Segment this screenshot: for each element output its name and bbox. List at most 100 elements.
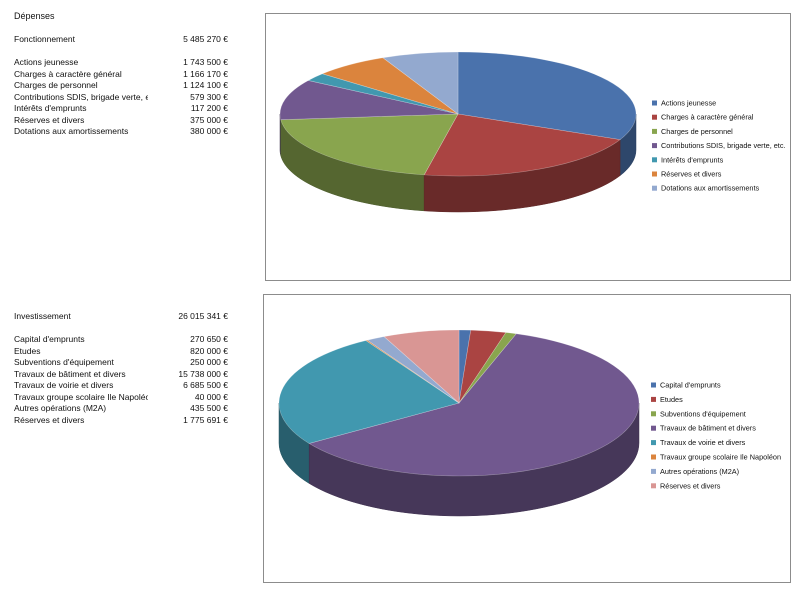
total-label: Investissement bbox=[14, 311, 71, 321]
row-label: Intérêts d'emprunts bbox=[14, 103, 87, 113]
pie-slice bbox=[308, 333, 640, 477]
row-value: 435 500 € bbox=[190, 403, 228, 413]
pie-slice bbox=[279, 80, 459, 120]
row-value: 250 000 € bbox=[190, 357, 228, 367]
row-label: Capital d'emprunts bbox=[14, 334, 85, 344]
legend-label: Charges à caractère général bbox=[661, 113, 754, 122]
legend-swatch bbox=[652, 143, 657, 149]
pie-slice bbox=[458, 332, 517, 404]
table-row: Charges à caractère général 1 166 170 € bbox=[14, 69, 228, 81]
total-value: 26 015 341 € bbox=[178, 311, 228, 321]
pie-svg: Capital d'emprunts Etudes Subventions d'éq… bbox=[278, 329, 781, 517]
row-value: 270 650 € bbox=[190, 334, 228, 344]
row-label: Contributions SDIS, brigade verte, etc. bbox=[14, 91, 148, 102]
table-total-row: Fonctionnement 5 485 270 € bbox=[14, 34, 228, 46]
table-row: Capital d'emprunts 270 650 € bbox=[14, 334, 228, 346]
table-row: Contributions SDIS, brigade verte, etc. 5… bbox=[14, 92, 228, 104]
table-row: Dotations aux amortissements 380 000 € bbox=[14, 126, 228, 138]
total-value: 5 485 270 € bbox=[183, 34, 228, 44]
pie-slice bbox=[457, 51, 637, 140]
table-total-row: Investissement 26 015 341 € bbox=[14, 311, 228, 323]
row-value: 375 000 € bbox=[190, 114, 228, 125]
legend-label: Actions jeunesse bbox=[661, 99, 716, 108]
row-value: 1 743 500 € bbox=[183, 57, 228, 67]
table-row: Intérêts d'emprunts 117 200 € bbox=[14, 103, 228, 115]
legend-swatch bbox=[652, 100, 657, 106]
table-row: Etudes 820 000 € bbox=[14, 346, 228, 358]
row-label: Actions jeunesse bbox=[14, 57, 79, 67]
legend-swatch bbox=[651, 425, 656, 431]
legend-swatch bbox=[652, 157, 657, 163]
table-row: Réserves et divers 375 000 € bbox=[14, 115, 228, 127]
pie-slice bbox=[382, 51, 459, 115]
legend-label: Charges de personnel bbox=[661, 127, 733, 136]
legend-label: Capital d'emprunts bbox=[660, 381, 721, 390]
row-label: Autres opérations (M2A) bbox=[14, 403, 107, 413]
legend-label: Autres opérations (M2A) bbox=[660, 467, 739, 476]
legend-swatch bbox=[651, 440, 656, 446]
fonctionnement-pie-chart: Actions jeunesse Charges à caractère géné… bbox=[265, 13, 791, 281]
legend-label: Contributions SDIS, brigade verte, etc. bbox=[661, 141, 786, 150]
legend-swatch bbox=[651, 382, 656, 388]
legend-label: Travaux de bâtiment et divers bbox=[660, 424, 756, 433]
legend-label: Etudes bbox=[660, 395, 683, 404]
row-label: Subventions d'équipement bbox=[14, 357, 114, 367]
table-row: Travaux groupe scolaire Ile Napoléon 40 0… bbox=[14, 392, 228, 404]
pie-slice bbox=[307, 73, 459, 115]
legend-swatch bbox=[651, 454, 656, 460]
legend-label: Intérêts d'emprunts bbox=[661, 155, 724, 164]
row-value: 380 000 € bbox=[190, 126, 228, 136]
row-label: Charges de personnel bbox=[14, 80, 98, 90]
pie-slice bbox=[423, 113, 621, 177]
row-label: Charges à caractère général bbox=[14, 68, 122, 79]
row-value: 40 000 € bbox=[194, 391, 228, 402]
row-label: Dotations aux amortissements bbox=[14, 126, 129, 136]
chart-legend: Capital d'emprunts Etudes Subventions d'éq… bbox=[651, 381, 781, 490]
legend-label: Dotations aux amortissements bbox=[661, 184, 759, 193]
pie-slice bbox=[458, 329, 472, 404]
pie-slice bbox=[278, 340, 460, 444]
legend-swatch bbox=[652, 185, 657, 191]
legend-swatch bbox=[651, 483, 656, 489]
row-value: 1 166 170 € bbox=[183, 68, 228, 79]
total-label: Fonctionnement bbox=[14, 34, 75, 44]
table-row: Charges de personnel 1 124 100 € bbox=[14, 80, 228, 92]
row-label: Réserves et divers bbox=[14, 114, 85, 125]
row-label: Réserves et divers bbox=[14, 414, 85, 425]
sheet-title: Dépenses bbox=[14, 11, 55, 21]
pie-slice bbox=[383, 329, 460, 404]
row-value: 820 000 € bbox=[190, 345, 228, 356]
legend-swatch bbox=[652, 171, 657, 177]
table-row: Autres opérations (M2A) 435 500 € bbox=[14, 403, 228, 415]
table-row: Travaux de voirie et divers 6 685 500 € bbox=[14, 380, 228, 392]
row-value: 6 685 500 € bbox=[183, 380, 228, 390]
fonctionnement-table: Fonctionnement 5 485 270 € Actions jeune… bbox=[14, 34, 228, 138]
row-value: 1 124 100 € bbox=[183, 80, 228, 90]
row-label: Travaux de bâtiment et divers bbox=[14, 368, 126, 379]
row-value: 1 775 691 € bbox=[183, 414, 228, 425]
investissement-pie-chart: Capital d'emprunts Etudes Subventions d'éq… bbox=[263, 294, 791, 583]
legend-label: Travaux groupe scolaire Ile Napoléon bbox=[660, 453, 781, 462]
chart-legend: Actions jeunesse Charges à caractère géné… bbox=[652, 99, 786, 193]
row-label: Travaux de voirie et divers bbox=[14, 380, 114, 390]
row-label: Travaux groupe scolaire Ile Napoléon bbox=[14, 391, 148, 402]
legend-label: Réserves et divers bbox=[661, 170, 722, 179]
legend-label: Subventions d'équipement bbox=[660, 409, 746, 418]
legend-swatch bbox=[651, 468, 656, 474]
legend-swatch bbox=[651, 396, 656, 402]
pie-slice bbox=[321, 57, 459, 115]
legend-label: Travaux de voirie et divers bbox=[660, 438, 746, 447]
legend-swatch bbox=[652, 128, 657, 134]
pie-svg: Actions jeunesse Charges à caractère géné… bbox=[279, 51, 786, 213]
row-value: 15 738 000 € bbox=[178, 368, 228, 379]
table-row: Subventions d'équipement 250 000 € bbox=[14, 357, 228, 369]
pie-slice bbox=[458, 329, 507, 404]
row-value: 579 300 € bbox=[190, 91, 228, 102]
row-value: 117 200 € bbox=[190, 103, 228, 113]
investissement-table: Investissement 26 015 341 € Capital d'em… bbox=[14, 311, 228, 426]
legend-swatch bbox=[652, 114, 657, 120]
legend-swatch bbox=[651, 411, 656, 417]
pie-slice bbox=[280, 113, 459, 176]
pie-slice bbox=[365, 339, 460, 404]
pie-slice bbox=[366, 336, 460, 404]
